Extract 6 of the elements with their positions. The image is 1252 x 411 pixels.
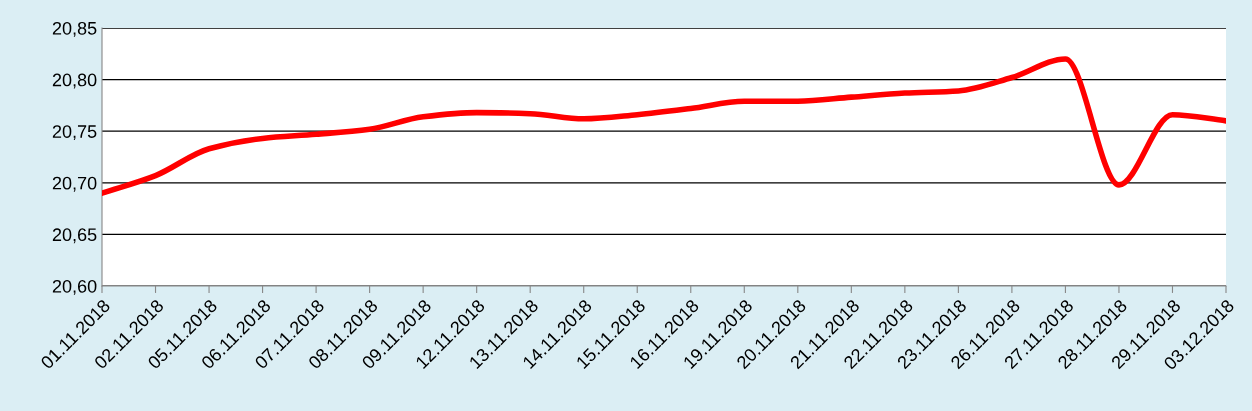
y-tick-label: 20,80	[52, 73, 97, 89]
y-tick-label: 20,75	[52, 125, 97, 141]
y-tick-label: 20,85	[52, 21, 97, 37]
y-tick-label: 20,70	[52, 176, 97, 192]
y-tick-label: 20,65	[52, 228, 97, 244]
y-tick-label: 20,60	[52, 279, 97, 295]
